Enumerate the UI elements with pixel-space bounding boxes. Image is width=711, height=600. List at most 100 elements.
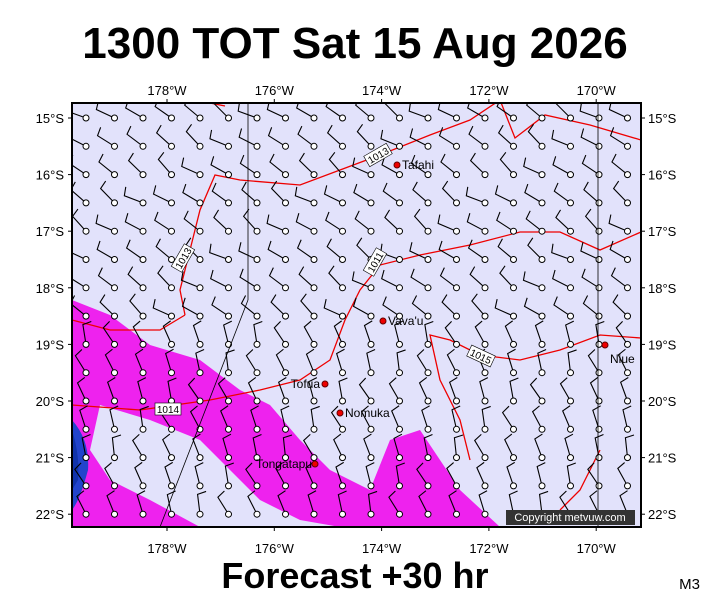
wind-barb xyxy=(358,377,372,402)
barb-station xyxy=(396,256,403,263)
wind-barb xyxy=(245,349,258,373)
wind-barb xyxy=(131,433,144,458)
barb-station xyxy=(481,171,489,179)
wind-barb xyxy=(466,213,486,232)
precip-gap xyxy=(90,405,340,527)
barb-station xyxy=(225,114,232,122)
wind-barb xyxy=(245,462,258,487)
wind-barb xyxy=(396,349,406,373)
barb-station xyxy=(396,284,403,292)
wind-barb xyxy=(338,377,348,402)
wind-barb xyxy=(298,266,315,289)
barb-station xyxy=(510,340,517,348)
wind-barb xyxy=(525,210,543,232)
barb-station xyxy=(481,454,489,462)
wind-barb xyxy=(363,320,373,345)
copyright: Copyright metvuw.com xyxy=(514,512,625,524)
barb-station xyxy=(111,199,118,207)
wind-barb xyxy=(499,265,514,289)
wind-barb xyxy=(382,182,400,204)
wind-barb xyxy=(551,243,571,261)
isobar-label: 1014 xyxy=(154,402,182,416)
barb-station xyxy=(510,369,517,377)
barb-station xyxy=(196,340,204,348)
barb-station xyxy=(567,171,574,179)
barb-station xyxy=(111,425,118,433)
wind-barb xyxy=(501,405,514,430)
barb-station xyxy=(282,397,289,405)
lon-label: 178°W xyxy=(147,541,187,556)
wind-barb xyxy=(182,183,201,204)
wind-barb xyxy=(356,237,372,260)
lat-label: 18°S xyxy=(36,281,65,296)
barb-station xyxy=(139,284,147,292)
barb-station xyxy=(510,199,517,207)
barb-station xyxy=(282,142,289,150)
barb-station xyxy=(168,369,175,377)
wind-barb xyxy=(192,433,201,458)
barb-station xyxy=(168,284,175,292)
wind-barb xyxy=(465,186,486,204)
lon-label: 172°W xyxy=(469,541,509,556)
wind-barb xyxy=(393,433,403,458)
barb-station xyxy=(282,425,289,433)
wind-barb xyxy=(523,157,543,176)
barb-station xyxy=(196,114,204,122)
wind-barb xyxy=(277,377,287,402)
wind-barb xyxy=(305,461,315,487)
barb-station xyxy=(538,454,546,462)
wind-barb xyxy=(446,348,457,373)
barb-station xyxy=(253,312,261,320)
barb-station xyxy=(82,340,90,348)
wind-barb xyxy=(333,433,343,458)
barb-station xyxy=(339,454,346,462)
wind-barb xyxy=(473,433,486,458)
wind-barb xyxy=(479,377,489,402)
barb-station xyxy=(253,114,261,122)
wind-barb xyxy=(155,124,172,147)
barb-station xyxy=(567,454,574,462)
wind-barb xyxy=(448,490,458,515)
wind-barb xyxy=(209,243,229,261)
wind-barb xyxy=(584,208,600,232)
barb-station xyxy=(282,482,289,490)
wind-barb xyxy=(333,320,344,345)
wind-barb xyxy=(280,405,290,430)
wind-barb xyxy=(328,152,343,175)
wind-barb xyxy=(74,349,87,373)
wind-barb xyxy=(589,490,600,515)
barb-station xyxy=(310,227,318,235)
barb-station xyxy=(396,340,403,348)
wind-barb xyxy=(326,124,343,147)
wind-barb xyxy=(506,348,516,373)
wind-barb xyxy=(222,433,232,458)
barb-station xyxy=(225,284,232,292)
wind-barb xyxy=(300,293,315,317)
wind-barb xyxy=(382,296,400,317)
barb-station xyxy=(510,482,517,490)
barb-station xyxy=(168,171,175,179)
place-label: Nomuka xyxy=(345,406,390,420)
barb-station xyxy=(624,114,631,122)
barb-station xyxy=(396,171,403,179)
barb-station xyxy=(481,482,489,490)
barb-station xyxy=(82,227,90,235)
barb-station xyxy=(339,369,346,377)
barb-station xyxy=(396,142,403,150)
barb-station xyxy=(567,340,574,348)
wind-barb xyxy=(587,349,600,373)
wind-barb xyxy=(124,213,144,232)
place-label: Tofua xyxy=(291,377,321,391)
wind-barb xyxy=(241,181,258,204)
barb-station xyxy=(595,340,603,348)
wind-barb xyxy=(416,462,429,487)
copyright-box xyxy=(506,510,635,525)
lat-label: 19°S xyxy=(648,337,677,352)
wind-barb xyxy=(388,377,400,402)
wind-barb xyxy=(335,348,345,373)
wind-barb xyxy=(270,180,286,204)
barb-station xyxy=(595,227,603,235)
barb-station xyxy=(82,482,90,490)
barb-station xyxy=(82,397,90,405)
wind-barb xyxy=(111,434,122,458)
